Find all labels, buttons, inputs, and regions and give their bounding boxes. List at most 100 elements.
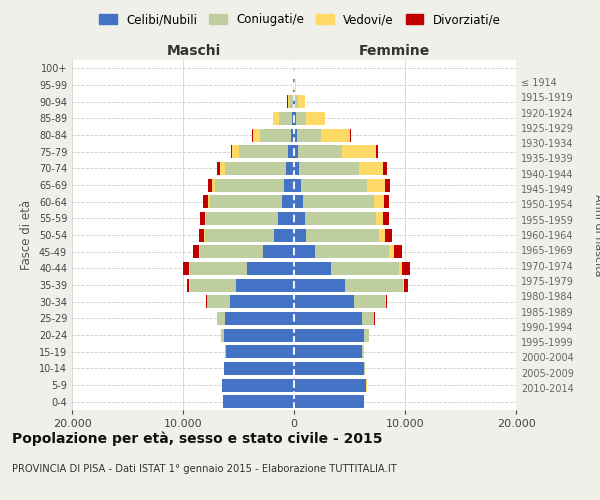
Bar: [298, 95, 305, 108]
Bar: [294, 112, 296, 125]
Bar: [294, 278, 345, 291]
Bar: [294, 362, 364, 375]
Bar: [294, 195, 303, 208]
Bar: [274, 112, 279, 125]
Bar: [294, 328, 364, 342]
Bar: [294, 145, 298, 158]
Bar: [203, 195, 208, 208]
Bar: [374, 312, 375, 325]
Bar: [222, 378, 294, 392]
Bar: [263, 245, 294, 258]
Bar: [208, 295, 230, 308]
Bar: [404, 278, 407, 291]
Bar: [299, 162, 359, 175]
Bar: [247, 262, 294, 275]
Bar: [200, 212, 205, 225]
Bar: [206, 212, 278, 225]
Y-axis label: Anni di nascita: Anni di nascita: [593, 194, 600, 276]
Bar: [217, 162, 220, 175]
Bar: [295, 95, 298, 108]
Bar: [282, 195, 294, 208]
Bar: [305, 112, 325, 125]
Bar: [342, 145, 376, 158]
Bar: [362, 345, 364, 358]
Bar: [294, 95, 295, 108]
Text: Femmine: Femmine: [358, 44, 430, 58]
Bar: [224, 362, 294, 375]
Bar: [379, 228, 385, 241]
Bar: [296, 112, 305, 125]
Bar: [252, 128, 253, 141]
Bar: [389, 245, 394, 258]
Bar: [403, 278, 404, 291]
Bar: [253, 128, 260, 141]
Bar: [190, 262, 247, 275]
Bar: [297, 128, 321, 141]
Bar: [294, 162, 299, 175]
Text: Popolazione per età, sesso e stato civile - 2015: Popolazione per età, sesso e stato civil…: [12, 431, 383, 446]
Bar: [383, 162, 386, 175]
Text: Maschi: Maschi: [167, 44, 221, 58]
Bar: [315, 245, 389, 258]
Bar: [301, 178, 367, 192]
Bar: [187, 278, 190, 291]
Bar: [294, 378, 366, 392]
Bar: [284, 178, 294, 192]
Bar: [359, 162, 383, 175]
Bar: [385, 295, 386, 308]
Bar: [215, 178, 284, 192]
Bar: [354, 295, 385, 308]
Bar: [279, 112, 292, 125]
Bar: [293, 95, 294, 108]
Bar: [209, 195, 282, 208]
Bar: [212, 178, 215, 192]
Bar: [205, 212, 206, 225]
Bar: [303, 195, 374, 208]
Bar: [374, 195, 384, 208]
Bar: [294, 262, 331, 275]
Bar: [294, 345, 362, 358]
Bar: [292, 112, 294, 125]
Bar: [331, 262, 400, 275]
Bar: [306, 228, 379, 241]
Bar: [362, 312, 374, 325]
Bar: [225, 162, 286, 175]
Bar: [224, 328, 294, 342]
Text: PROVINCIA DI PISA - Dati ISTAT 1° gennaio 2015 - Elaborazione TUTTITALIA.IT: PROVINCIA DI PISA - Dati ISTAT 1° gennai…: [12, 464, 397, 474]
Bar: [294, 128, 297, 141]
Bar: [384, 195, 389, 208]
Bar: [295, 78, 296, 92]
Bar: [217, 312, 225, 325]
Bar: [208, 178, 212, 192]
Bar: [221, 328, 224, 342]
Bar: [208, 195, 209, 208]
Bar: [294, 395, 364, 408]
Bar: [260, 128, 290, 141]
Bar: [274, 228, 294, 241]
Bar: [364, 328, 369, 342]
Bar: [287, 95, 289, 108]
Bar: [220, 162, 225, 175]
Bar: [232, 145, 239, 158]
Bar: [298, 145, 342, 158]
Bar: [385, 228, 392, 241]
Bar: [190, 278, 236, 291]
Bar: [376, 212, 383, 225]
Bar: [385, 178, 389, 192]
Bar: [294, 178, 301, 192]
Bar: [223, 395, 294, 408]
Bar: [239, 145, 289, 158]
Bar: [376, 145, 377, 158]
Bar: [345, 278, 403, 291]
Bar: [383, 212, 389, 225]
Bar: [205, 228, 274, 241]
Bar: [286, 162, 294, 175]
Bar: [289, 95, 293, 108]
Bar: [350, 128, 351, 141]
Bar: [294, 245, 315, 258]
Bar: [231, 145, 232, 158]
Bar: [294, 295, 354, 308]
Bar: [290, 128, 294, 141]
Y-axis label: Fasce di età: Fasce di età: [20, 200, 33, 270]
Bar: [402, 262, 410, 275]
